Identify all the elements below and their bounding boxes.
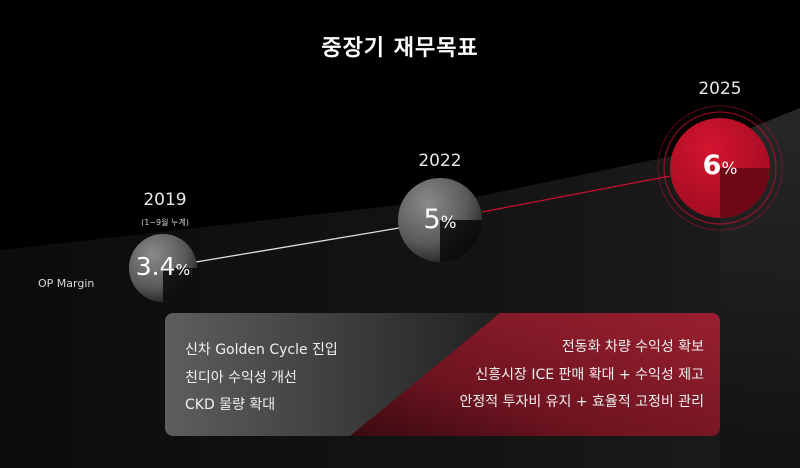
value-number: 5 [423, 204, 441, 235]
value-2019: 3.4% [123, 252, 203, 281]
circle-2022 [398, 178, 482, 262]
year-label-2019: 2019 [143, 190, 187, 210]
value-unit: % [721, 158, 738, 178]
value-number: 6 [702, 150, 722, 181]
year-label-2025: 2025 [698, 79, 742, 99]
value-2022: 5% [400, 204, 480, 235]
page-title: 중장기 재무목표 [321, 36, 479, 61]
year-note-2019: (1~9월 누계) [141, 218, 189, 227]
drivers-box-background [165, 313, 720, 436]
value-unit: % [175, 261, 191, 279]
metric-label: OP Margin [38, 277, 95, 290]
value-unit: % [440, 212, 457, 232]
circle-2019 [129, 234, 197, 302]
value-number: 3.4 [135, 252, 176, 281]
list-item: 전동화 차량 수익성 확보 [561, 339, 704, 355]
value-2025: 6% [680, 150, 760, 181]
domestic-drivers-list: 신차 Golden Cycle 진입 친디아 수익성 개선 CKD 물량 확대 [185, 337, 338, 420]
year-label-2022: 2022 [418, 151, 462, 171]
drivers-box: 신차 Golden Cycle 진입 친디아 수익성 개선 CKD 물량 확대 … [165, 313, 720, 436]
connector-line-2019-2022 [195, 227, 400, 263]
list-item: 안정적 투자비 유지 + 효율적 고정비 관리 [459, 394, 704, 410]
circle-2025 [657, 105, 783, 231]
list-item: 신흥시장 ICE 판매 확대 + 수익성 제고 [475, 366, 704, 383]
list-item: 친디아 수익성 개선 [185, 369, 297, 386]
list-item: 신차 Golden Cycle 진입 [185, 342, 338, 358]
list-item: CKD 물량 확대 [185, 397, 276, 413]
future-drivers-list: 전동화 차량 수익성 확보 신흥시장 ICE 판매 확대 + 수익성 제고 안정… [459, 334, 704, 417]
connector-line-2022-2025 [481, 175, 671, 213]
